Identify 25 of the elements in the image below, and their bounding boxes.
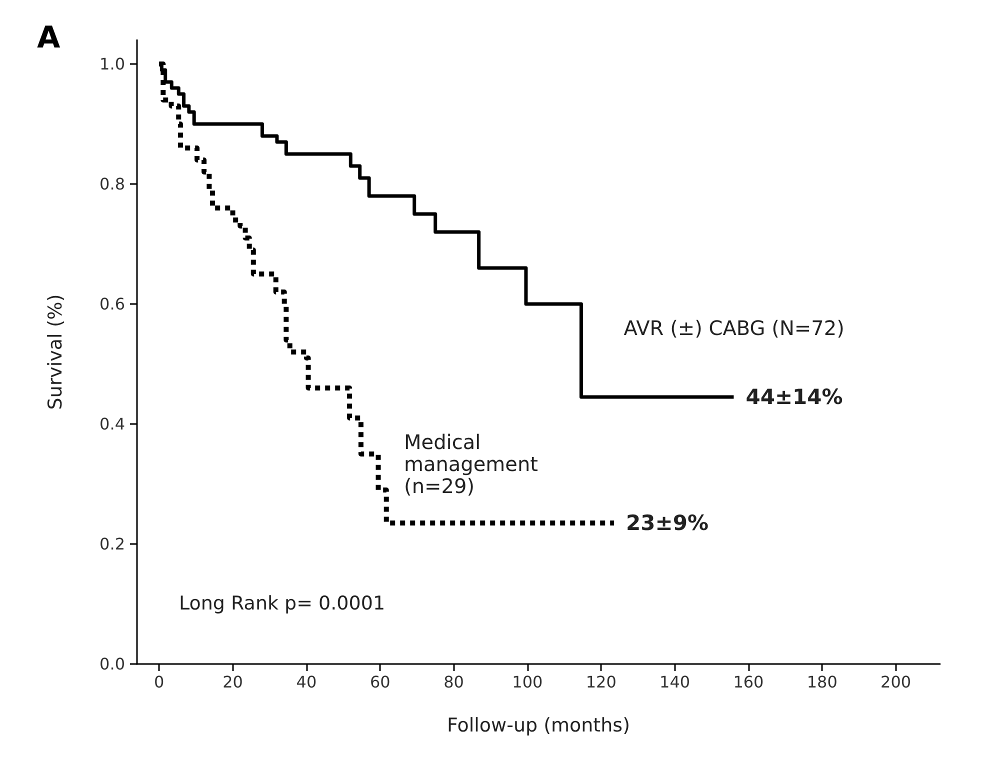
annotation: 23±9%: [626, 511, 708, 535]
text: AVR (±) CABG (N=72): [624, 316, 844, 340]
x-tick-label: 200: [880, 672, 912, 692]
x-tick-label: 40: [296, 672, 317, 692]
series-label: Medical management (n=29): [404, 430, 544, 498]
y-tick-label: 0.8: [100, 174, 125, 194]
x-tick-label: 0: [154, 672, 164, 692]
x-tick-label: 180: [806, 672, 838, 692]
y-tick-label: 1.0: [100, 54, 125, 74]
y-tick-label: 0.4: [100, 414, 125, 434]
x-tick-label: 160: [733, 672, 764, 692]
x-tick-label: 100: [512, 672, 543, 692]
x-tick-label: 120: [586, 672, 616, 692]
x-tick-label: 80: [444, 672, 464, 692]
y-axis-title: Survival (%): [44, 294, 66, 410]
x-tick-label: 140: [660, 672, 690, 692]
y-tick-label: 0.0: [100, 654, 125, 674]
x-axis-title: Follow-up (months): [447, 714, 630, 736]
y-tick-label: 0.6: [100, 294, 125, 314]
y-tick-label: 0.2: [100, 534, 125, 554]
x-tick-label: 60: [370, 672, 390, 692]
x-tick-label: 20: [222, 672, 243, 692]
annotation: 44±14%: [746, 385, 843, 409]
chart-title: A: [37, 20, 61, 56]
annotation: Long Rank p= 0.0001: [179, 592, 386, 614]
